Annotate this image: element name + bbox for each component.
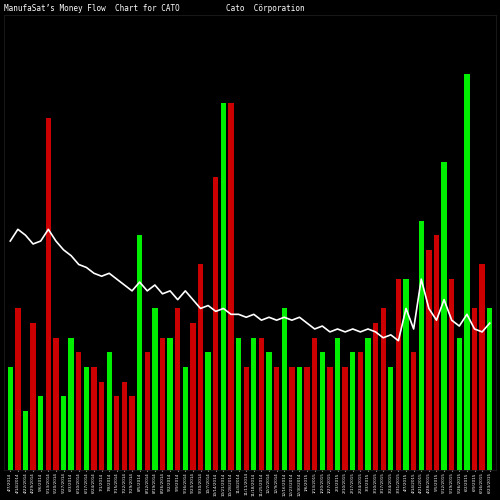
Bar	[122, 382, 127, 470]
Bar	[320, 352, 325, 470]
Bar	[358, 352, 363, 470]
Bar	[342, 367, 348, 470]
Bar	[472, 308, 477, 470]
Bar	[350, 352, 356, 470]
Bar	[396, 279, 401, 469]
Bar	[426, 250, 432, 470]
Bar	[366, 338, 370, 469]
Bar	[54, 338, 59, 469]
Bar	[244, 367, 249, 470]
Bar	[304, 367, 310, 470]
Bar	[99, 382, 104, 470]
Bar	[404, 279, 408, 469]
Bar	[274, 367, 280, 470]
Bar	[418, 220, 424, 470]
Bar	[297, 367, 302, 470]
Bar	[8, 367, 13, 470]
Bar	[160, 338, 165, 469]
Bar	[312, 338, 318, 469]
Bar	[388, 367, 394, 470]
Bar	[106, 352, 112, 470]
Bar	[76, 352, 82, 470]
Bar	[251, 338, 256, 469]
Bar	[92, 367, 96, 470]
Bar	[30, 323, 36, 470]
Bar	[259, 338, 264, 469]
Bar	[328, 367, 332, 470]
Bar	[380, 308, 386, 470]
Bar	[480, 264, 485, 470]
Bar	[84, 367, 89, 470]
Bar	[228, 104, 234, 470]
Bar	[456, 338, 462, 469]
Bar	[137, 235, 142, 470]
Bar	[198, 264, 203, 470]
Bar	[38, 396, 44, 469]
Bar	[182, 367, 188, 470]
Bar	[487, 308, 492, 470]
Bar	[68, 338, 74, 469]
Bar	[411, 352, 416, 470]
Bar	[335, 338, 340, 469]
Bar	[442, 162, 446, 470]
Bar	[175, 308, 180, 470]
Bar	[144, 352, 150, 470]
Bar	[168, 338, 172, 469]
Bar	[449, 279, 454, 469]
Bar	[190, 323, 196, 470]
Bar	[434, 235, 439, 470]
Text: ManufaSat’s Money Flow  Chart for CATO          Cato  Cörporation: ManufaSat’s Money Flow Chart for CATO Ca…	[4, 4, 305, 13]
Bar	[46, 118, 51, 470]
Bar	[282, 308, 287, 470]
Bar	[236, 338, 241, 469]
Bar	[61, 396, 66, 469]
Bar	[266, 352, 272, 470]
Bar	[213, 176, 218, 470]
Bar	[130, 396, 134, 469]
Bar	[464, 74, 469, 469]
Bar	[114, 396, 119, 469]
Bar	[289, 367, 294, 470]
Bar	[23, 411, 28, 470]
Bar	[15, 308, 20, 470]
Bar	[152, 308, 158, 470]
Bar	[220, 104, 226, 470]
Bar	[206, 352, 211, 470]
Bar	[373, 323, 378, 470]
